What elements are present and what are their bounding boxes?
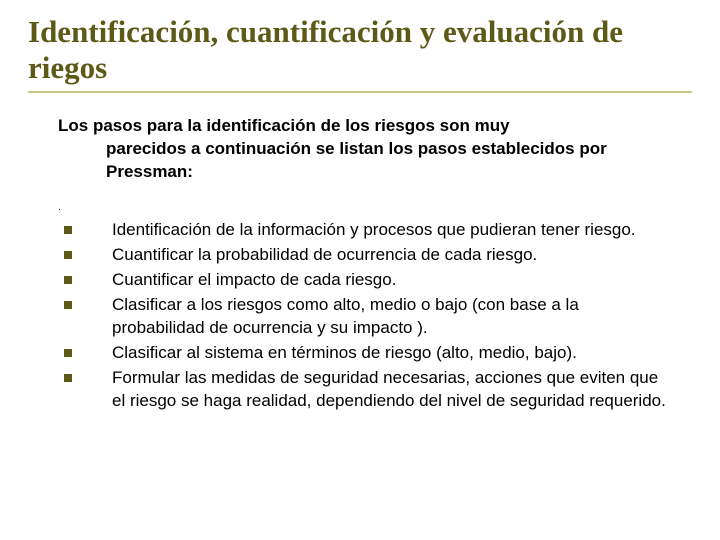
intro-paragraph: Los pasos para la identificación de los … bbox=[58, 115, 692, 184]
list-item: Cuantificar el impacto de cada riesgo. bbox=[58, 269, 670, 292]
list-item: Identificación de la información y proce… bbox=[58, 219, 670, 242]
list-item-text: Clasificar al sistema en términos de rie… bbox=[112, 343, 577, 362]
list-item-text: Cuantificar el impacto de cada riesgo. bbox=[112, 270, 396, 289]
list-item: Formular las medidas de seguridad necesa… bbox=[58, 367, 670, 413]
slide: Identificación, cuantificación y evaluac… bbox=[0, 0, 720, 540]
intro-line-1: Los pasos para la identificación de los … bbox=[58, 116, 510, 135]
list-item-text: Identificación de la información y proce… bbox=[112, 220, 636, 239]
bullet-list: Identificación de la información y proce… bbox=[58, 219, 670, 413]
stray-dot: . bbox=[58, 202, 692, 213]
list-item-text: Clasificar a los riesgos como alto, medi… bbox=[112, 295, 579, 337]
list-item: Clasificar a los riesgos como alto, medi… bbox=[58, 294, 670, 340]
list-item: Clasificar al sistema en términos de rie… bbox=[58, 342, 670, 365]
intro-line-rest: parecidos a continuación se listan los p… bbox=[58, 138, 692, 184]
title-underline bbox=[28, 91, 692, 93]
list-item: Cuantificar la probabilidad de ocurrenci… bbox=[58, 244, 670, 267]
list-item-text: Formular las medidas de seguridad necesa… bbox=[112, 368, 666, 410]
list-item-text: Cuantificar la probabilidad de ocurrenci… bbox=[112, 245, 537, 264]
slide-title: Identificación, cuantificación y evaluac… bbox=[28, 14, 692, 85]
